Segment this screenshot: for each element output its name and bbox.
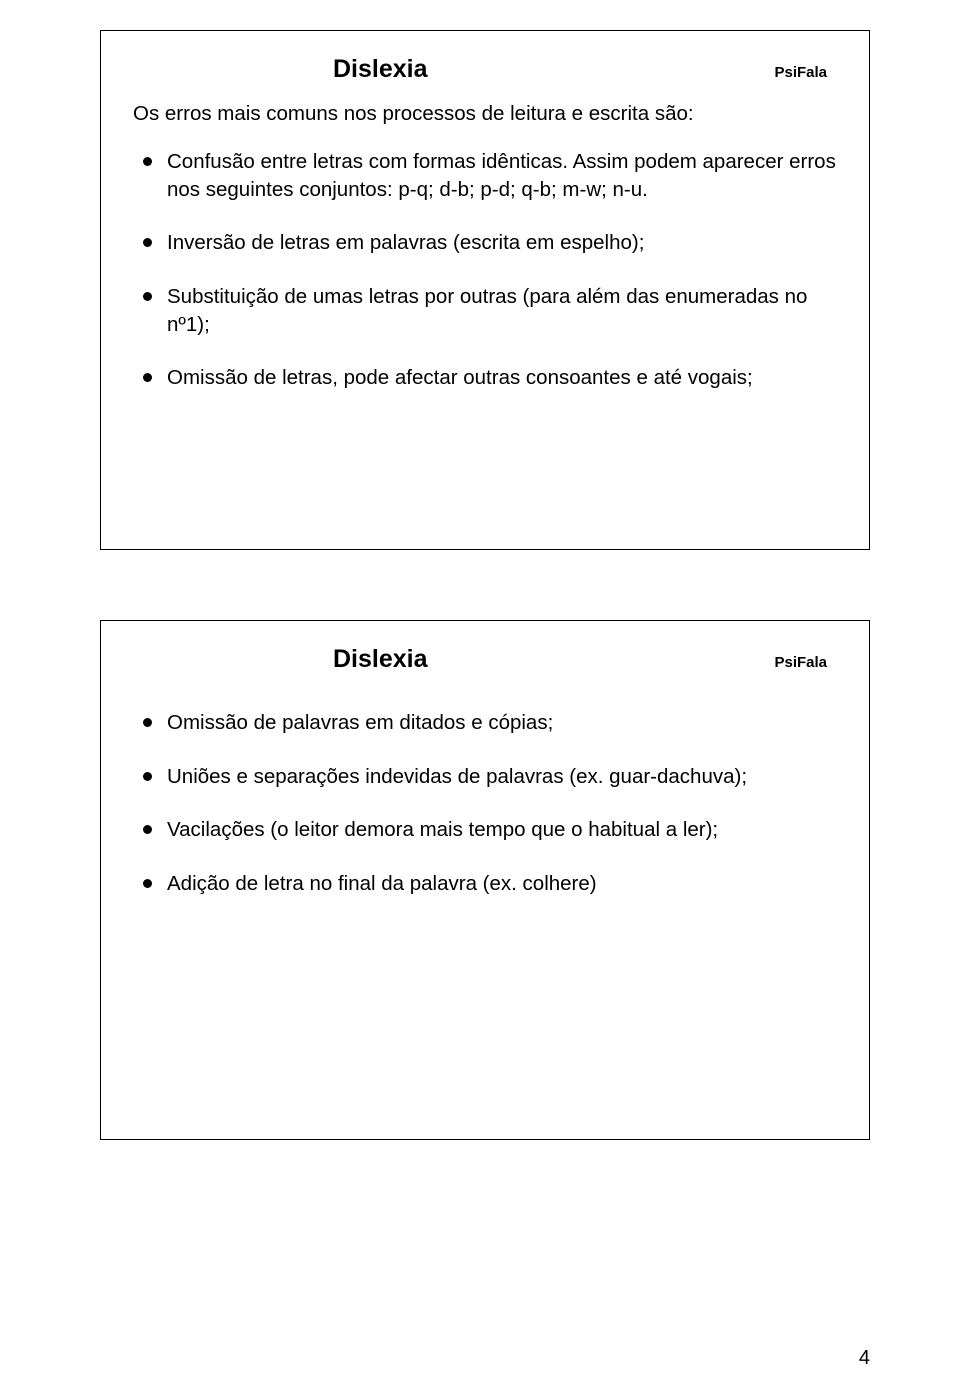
bullet-list-2: Omissão de palavras em ditados e cópias;… bbox=[133, 709, 837, 898]
slide-1: Dislexia PsiFala Os erros mais comuns no… bbox=[100, 30, 870, 550]
document-page: Dislexia PsiFala Os erros mais comuns no… bbox=[0, 0, 960, 1240]
slide-2: Dislexia PsiFala Omissão de palavras em … bbox=[100, 620, 870, 1140]
bullet-list-1: Confusão entre letras com formas idêntic… bbox=[133, 148, 837, 392]
list-item: Omissão de palavras em ditados e cópias; bbox=[139, 709, 837, 737]
list-item: Omissão de letras, pode afectar outras c… bbox=[139, 364, 837, 392]
slide-brand: PsiFala bbox=[774, 64, 827, 81]
list-item: Substituição de umas letras por outras (… bbox=[139, 283, 837, 338]
page-number: 4 bbox=[859, 1347, 870, 1370]
slide-header: Dislexia PsiFala bbox=[333, 55, 837, 84]
slide-title: Dislexia bbox=[333, 645, 428, 674]
list-item: Confusão entre letras com formas idêntic… bbox=[139, 148, 837, 203]
list-item: Inversão de letras em palavras (escrita … bbox=[139, 229, 837, 257]
list-item: Adição de letra no final da palavra (ex.… bbox=[139, 870, 837, 898]
slide-brand: PsiFala bbox=[774, 654, 827, 671]
slide-title: Dislexia bbox=[333, 55, 428, 84]
list-item: Uniões e separações indevidas de palavra… bbox=[139, 763, 837, 791]
slide-header: Dislexia PsiFala bbox=[333, 645, 837, 674]
intro-text: Os erros mais comuns nos processos de le… bbox=[133, 102, 837, 126]
list-item: Vacilações (o leitor demora mais tempo q… bbox=[139, 816, 837, 844]
